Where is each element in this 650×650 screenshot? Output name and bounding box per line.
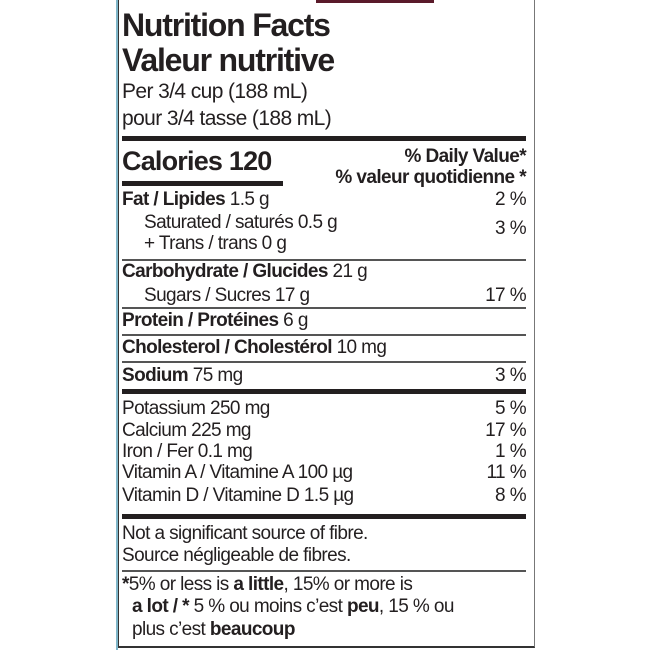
divider — [122, 259, 526, 261]
dv-header-fr: % valeur quotidienne * — [335, 167, 526, 188]
nutrient-row-sugars: Sugars / Sucres 17 g 17 % — [144, 285, 527, 306]
title-fr: Valeur nutritive — [122, 42, 335, 78]
divider — [122, 361, 526, 363]
dv-header-en: % Daily Value* — [404, 146, 526, 167]
serving-fr: pour 3/4 tasse (188 mL) — [122, 107, 332, 130]
micronutrient-row-potassium: Potassium 250 mg 5 % — [122, 398, 527, 419]
top-strip — [316, 0, 434, 3]
serving-en: Per 3/4 cup (188 mL) — [122, 80, 308, 103]
calories-row: Calories 120 — [122, 145, 526, 177]
nutrient-row-protein: Protein / Protéines 6 g — [122, 310, 308, 331]
footnote-line-1: *5% or less is a little, 15% or more is — [122, 574, 413, 595]
nutrient-row-cholesterol: Cholesterol / Cholestérol 10 mg — [122, 337, 387, 358]
divider — [122, 334, 526, 336]
divider-thick — [122, 514, 526, 519]
micronutrient-row-iron: Iron / Fer 0.1 mg 1 % — [122, 441, 527, 462]
footnote-line-2: a lot / * 5 % ou moins c’est peu, 15 % o… — [132, 596, 454, 617]
nutrient-row-sodium: Sodium 75 mg 3 % — [122, 365, 527, 386]
divider-thick — [122, 136, 526, 141]
micronutrient-row-vitamin-a: Vitamin A / Vitamine A 100 µg 11 % — [122, 462, 527, 483]
fibre-note-fr: Source négligeable de fibres. — [122, 545, 351, 566]
divider — [122, 570, 526, 572]
left-edge — [116, 0, 118, 650]
footnote-line-3: plus c’est beaucoup — [132, 619, 295, 640]
title-en: Nutrition Facts — [122, 7, 331, 43]
nutrient-row-carbohydrate: Carbohydrate / Glucides 21 g — [122, 261, 368, 282]
fibre-note-en: Not a significant source of fibre. — [122, 523, 368, 544]
calories-underline — [122, 181, 283, 186]
calories-value: 120 — [228, 146, 272, 176]
micronutrient-row-calcium: Calcium 225 mg 17 % — [122, 420, 527, 441]
divider — [122, 307, 526, 309]
micronutrient-row-vitamin-d: Vitamin D / Vitamine D 1.5 µg 8 % — [122, 485, 527, 506]
nutrient-row-trans: + Trans / trans 0 g — [144, 233, 287, 254]
divider-thick — [122, 389, 526, 394]
nutrition-label-panel — [118, 0, 535, 648]
calories-label: Calories — [122, 146, 223, 176]
